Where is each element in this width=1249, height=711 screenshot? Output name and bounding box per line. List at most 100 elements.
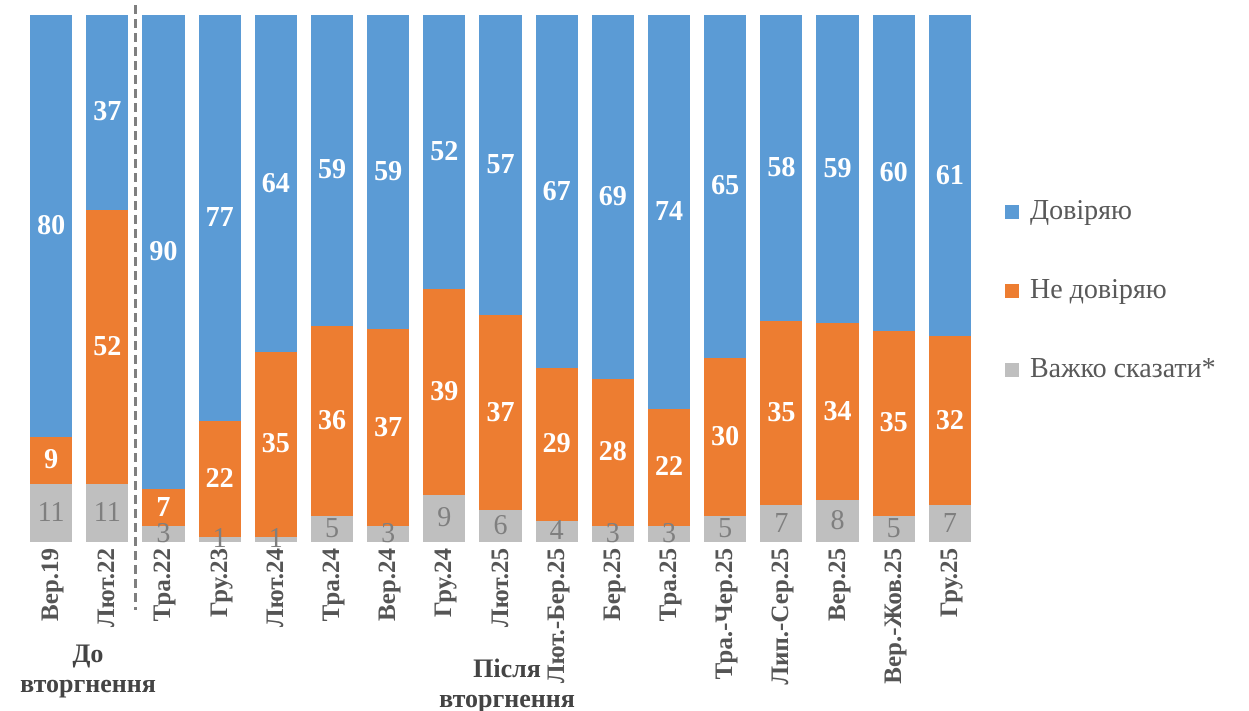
bar-Тра.25: 74 22 3 bbox=[647, 15, 691, 548]
bar-segment: 28 bbox=[591, 378, 634, 527]
bar-value-label: 8 bbox=[830, 505, 845, 537]
bar-value-label: 22 bbox=[654, 451, 683, 483]
legend-label: Важко сказати* bbox=[1030, 353, 1216, 384]
bar-Лип.-Сер.25: 58 35 7 bbox=[760, 15, 803, 542]
bar-segment: 8 bbox=[816, 500, 859, 542]
bar-value-label: 80 bbox=[37, 209, 66, 241]
bar-Вер.19: 80 9 11 bbox=[30, 15, 73, 542]
x-axis-label: Лют.25 bbox=[486, 548, 514, 628]
bar-value-label: 11 bbox=[93, 497, 121, 528]
bar-value-label: 52 bbox=[93, 331, 122, 362]
legend-swatch-icon bbox=[1005, 284, 1019, 298]
bar-segment: 11 bbox=[30, 484, 73, 542]
bar-segment: 74 bbox=[647, 15, 691, 409]
bar-segment: 9 bbox=[30, 436, 73, 485]
bar-value-label: 58 bbox=[767, 151, 796, 183]
bar-value-label: 37 bbox=[486, 396, 515, 428]
bar-segment: 67 bbox=[535, 15, 578, 369]
x-axis-label: Лип.-Сер.25 bbox=[767, 548, 795, 685]
bar-value-label: 69 bbox=[598, 180, 627, 212]
bar-value-label: 29 bbox=[542, 428, 571, 460]
bar-value-label: 9 bbox=[44, 444, 59, 476]
bar-value-label: 4 bbox=[549, 515, 564, 547]
legend-label: Довіряю bbox=[1030, 195, 1132, 226]
x-axis-label: Гру.24 bbox=[430, 548, 458, 618]
bar-segment: 30 bbox=[704, 357, 747, 516]
bar-Лют.22: 37 52 11 bbox=[86, 15, 129, 542]
bar-segment: 60 bbox=[872, 15, 915, 332]
bar-Лют.24: 64 35 1 bbox=[254, 15, 297, 553]
group-label-after-invasion: Після вторгнення bbox=[439, 654, 575, 711]
x-axis-label: Тра.22 bbox=[149, 548, 177, 622]
bar-value-label: 1 bbox=[212, 523, 227, 555]
x-axis-label: Тра.24 bbox=[317, 548, 345, 622]
bar-segment: 39 bbox=[423, 289, 466, 495]
bar-value-label: 34 bbox=[823, 395, 852, 427]
bar-value-label: 74 bbox=[654, 195, 683, 227]
bar-segment: 69 bbox=[591, 15, 634, 379]
bar-value-label: 22 bbox=[205, 462, 234, 494]
bar-segment: 58 bbox=[760, 15, 803, 321]
x-axis-label: Тра.25 bbox=[655, 548, 683, 622]
x-axis-label: Вер.-Жов.25 bbox=[879, 548, 907, 684]
bar-Вер.24: 59 37 3 bbox=[367, 15, 410, 548]
legend-item: Важко сказати* bbox=[1005, 355, 1216, 383]
bar-value-label: 61 bbox=[935, 159, 964, 191]
bar-value-label: 3 bbox=[661, 518, 676, 549]
bar-segment: 22 bbox=[198, 420, 241, 537]
bar-value-label: 3 bbox=[381, 518, 396, 549]
bar-value-label: 28 bbox=[598, 436, 627, 468]
bar-value-label: 77 bbox=[205, 201, 234, 233]
bar-segment: 1 bbox=[198, 525, 241, 553]
bar-segment: 7 bbox=[142, 489, 185, 527]
bar-Лют.-Бер.25: 67 29 4 bbox=[535, 15, 578, 547]
bar-value-label: 35 bbox=[879, 407, 908, 439]
bar-segment: 35 bbox=[760, 320, 803, 506]
bar-value-label: 35 bbox=[261, 428, 290, 460]
bar-value-label: 37 bbox=[93, 96, 122, 128]
bar-segment: 64 bbox=[254, 15, 297, 353]
legend-swatch-icon bbox=[1005, 363, 1019, 377]
bar-segment: 34 bbox=[816, 322, 859, 501]
bar-value-label: 30 bbox=[711, 420, 740, 452]
bar-segment: 36 bbox=[310, 325, 354, 516]
bar-segment: 3 bbox=[647, 520, 691, 548]
bar-value-label: 67 bbox=[542, 175, 571, 207]
group-label-before-invasion: До вторгнення bbox=[20, 639, 156, 698]
bar-value-label: 7 bbox=[942, 507, 957, 539]
bar-value-label: 9 bbox=[437, 502, 452, 534]
bar-segment: 29 bbox=[535, 368, 578, 521]
x-axis-label: Вер.24 bbox=[374, 548, 402, 621]
bar-segment: 59 bbox=[310, 15, 354, 326]
bar-value-label: 36 bbox=[317, 404, 346, 436]
bar-segment: 61 bbox=[928, 15, 971, 337]
bar-segment: 65 bbox=[704, 15, 747, 358]
plot-area: 80 9 11 37 52 11 90 7 3 77 22 1 64 35 1 59 36 5 59 37 3 52 39 9… bbox=[30, 15, 971, 553]
x-axis-label: Вер.19 bbox=[37, 548, 65, 621]
bar-Гру.24: 52 39 9 bbox=[423, 15, 466, 542]
bar-Тра.24: 59 36 5 bbox=[310, 15, 354, 542]
bar-segment: 90 bbox=[142, 15, 185, 490]
bar-value-label: 59 bbox=[317, 154, 346, 186]
bar-value-label: 35 bbox=[767, 396, 796, 428]
x-axis-label: Тра.-Чер.25 bbox=[711, 548, 739, 680]
bar-value-label: 52 bbox=[430, 136, 459, 168]
legend-item: Не довіряю bbox=[1005, 276, 1216, 304]
bar-segment: 3 bbox=[591, 520, 634, 548]
legend-swatch-icon bbox=[1005, 205, 1019, 219]
bar-Лют.25: 57 37 6 bbox=[479, 15, 522, 542]
bar-value-label: 39 bbox=[430, 375, 459, 407]
bar-Вер.-Жов.25: 60 35 5 bbox=[872, 15, 915, 544]
bar-Тра.-Чер.25: 65 30 5 bbox=[704, 15, 747, 542]
bar-value-label: 5 bbox=[886, 512, 901, 544]
bar-segment: 59 bbox=[816, 15, 859, 323]
bar-Бер.25: 69 28 3 bbox=[591, 15, 634, 548]
legend-item: Довіряю bbox=[1005, 197, 1216, 225]
bar-segment: 5 bbox=[704, 514, 747, 542]
bar-segment: 77 bbox=[198, 15, 241, 421]
invasion-separator-dashed-line bbox=[134, 5, 137, 610]
bar-segment: 59 bbox=[367, 15, 410, 330]
bar-segment: 3 bbox=[367, 520, 410, 548]
bar-Тра.22: 90 7 3 bbox=[142, 15, 185, 548]
